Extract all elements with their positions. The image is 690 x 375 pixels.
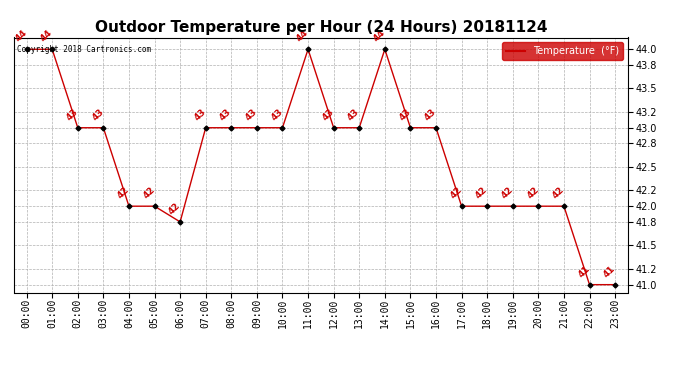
Text: 43: 43: [269, 107, 284, 122]
Text: 43: 43: [397, 107, 413, 122]
Text: 42: 42: [141, 185, 157, 201]
Text: 44: 44: [39, 28, 55, 44]
Text: 43: 43: [65, 107, 80, 122]
Text: 43: 43: [193, 107, 208, 122]
Text: 43: 43: [218, 107, 233, 122]
Text: 43: 43: [244, 107, 259, 122]
Text: 42: 42: [525, 185, 540, 201]
Text: 42: 42: [448, 185, 464, 201]
Text: 41: 41: [602, 264, 617, 279]
Text: 44: 44: [13, 28, 29, 44]
Title: Outdoor Temperature per Hour (24 Hours) 20181124: Outdoor Temperature per Hour (24 Hours) …: [95, 20, 547, 35]
Text: 42: 42: [474, 185, 489, 201]
Text: 42: 42: [116, 185, 131, 201]
Text: 43: 43: [423, 107, 438, 122]
Text: 43: 43: [90, 107, 106, 122]
Text: 44: 44: [372, 28, 387, 44]
Text: 44: 44: [295, 28, 310, 44]
Text: 43: 43: [320, 107, 336, 122]
Text: Copyright 2018 Cartronics.com: Copyright 2018 Cartronics.com: [17, 45, 151, 54]
Text: 42: 42: [500, 185, 515, 201]
Text: 41: 41: [576, 264, 591, 279]
Text: 42: 42: [167, 201, 182, 216]
Text: 43: 43: [346, 107, 362, 122]
Legend: Temperature  (°F): Temperature (°F): [502, 42, 623, 60]
Text: 42: 42: [551, 185, 566, 201]
